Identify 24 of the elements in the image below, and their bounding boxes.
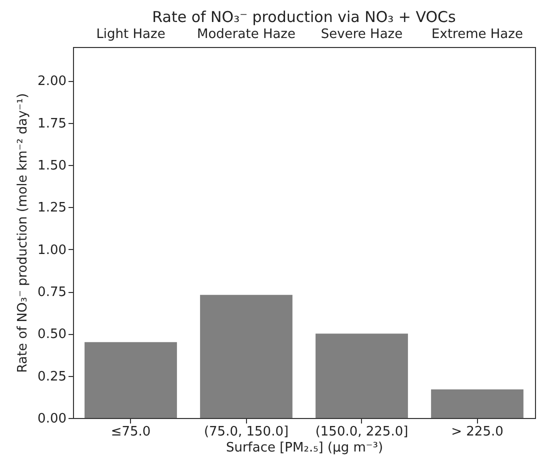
text: Moderate Haze — [196, 27, 296, 42]
text: Severe Haze — [320, 27, 403, 42]
bar — [316, 334, 408, 418]
bar — [84, 342, 177, 418]
y-axis-title: Rate of NO₃⁻ production (mole km⁻² day⁻¹) — [16, 93, 31, 373]
y-tick-label: 1.25 — [38, 200, 66, 216]
y-tick-label: 0.75 — [38, 285, 66, 300]
x-tick-label: (150.0, 225.0] — [315, 424, 408, 440]
text: Extreme Haze — [432, 27, 523, 42]
y-tick-label: 1.50 — [38, 158, 66, 174]
y-tick-label: 0.25 — [38, 369, 66, 384]
bar — [431, 389, 524, 418]
x-tick-label: ≤75.0 — [110, 424, 151, 440]
chart-title: Rate of NO₃⁻ production via NO₃ + VOCs — [152, 8, 456, 26]
y-tick-label: 2.00 — [38, 74, 66, 90]
y-tick-label: 1.00 — [38, 242, 66, 258]
bar — [200, 294, 292, 418]
y-tick-label: 0.50 — [38, 327, 66, 342]
x-tick-label: (75.0, 150.0] — [204, 424, 289, 440]
x-axis-title: Surface [PM₂.₅] (μg m⁻³) — [226, 440, 384, 456]
y-tick-label: 1.75 — [38, 116, 66, 132]
text: Light Haze — [96, 27, 166, 42]
y-tick-label: 0.00 — [38, 412, 66, 426]
x-tick-label: > 225.0 — [451, 424, 504, 440]
